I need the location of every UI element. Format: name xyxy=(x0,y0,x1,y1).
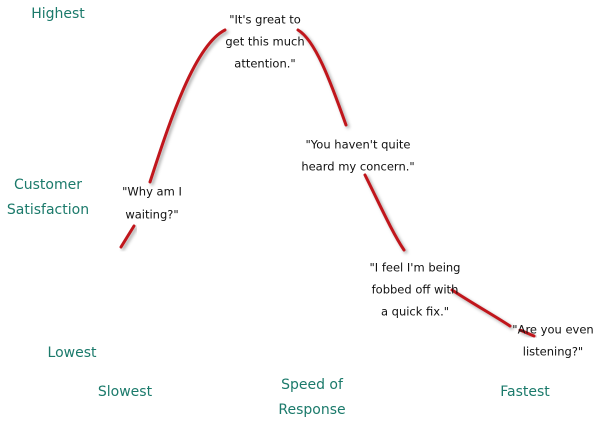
quote-line: "I feel I'm being xyxy=(370,261,461,275)
quote-line: "It's great to xyxy=(229,13,301,27)
quote-line: waiting?" xyxy=(125,208,178,222)
quote-line: fobbed off with xyxy=(372,283,459,297)
x-axis-title: Response xyxy=(278,402,345,418)
curve-segment xyxy=(296,28,348,127)
y-axis-title: Satisfaction xyxy=(7,202,89,218)
quote-line: "Why am I xyxy=(122,185,182,199)
quote-line: attention." xyxy=(234,57,295,71)
quote-line: "You haven't quite xyxy=(306,138,411,152)
y-axis-bottom: Lowest xyxy=(48,345,97,361)
x-axis-left: Slowest xyxy=(98,384,153,400)
curve xyxy=(119,28,536,338)
x-axis-right: Fastest xyxy=(500,384,550,400)
y-axis-top: Highest xyxy=(31,6,85,22)
curve-segment xyxy=(119,224,136,249)
x-axis-title: Speed of xyxy=(281,377,344,393)
quote-line: a quick fix." xyxy=(381,305,449,319)
curve-segment xyxy=(148,28,227,184)
quote-line: listening?" xyxy=(523,345,583,359)
quote-line: get this much xyxy=(225,35,304,49)
quote-line: heard my concern." xyxy=(301,160,414,174)
curve-segment xyxy=(518,328,536,338)
curve-segment xyxy=(363,173,406,252)
quote-line: "Are you even xyxy=(512,323,593,337)
y-axis-title: Customer xyxy=(14,177,82,193)
curve-segment xyxy=(450,288,512,328)
